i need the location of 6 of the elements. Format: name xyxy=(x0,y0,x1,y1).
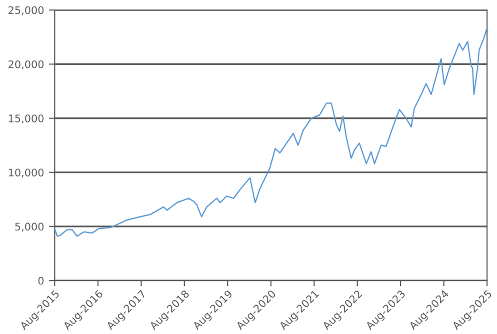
y-tick-label: 5,000 xyxy=(15,222,44,232)
y-tick-label: 20,000 xyxy=(8,60,44,70)
y-tick-label: 10,000 xyxy=(8,168,44,178)
y-tick-label: 15,000 xyxy=(8,114,44,124)
y-tick-label: 0 xyxy=(38,276,44,285)
y-tick-label: 25,000 xyxy=(8,6,44,16)
